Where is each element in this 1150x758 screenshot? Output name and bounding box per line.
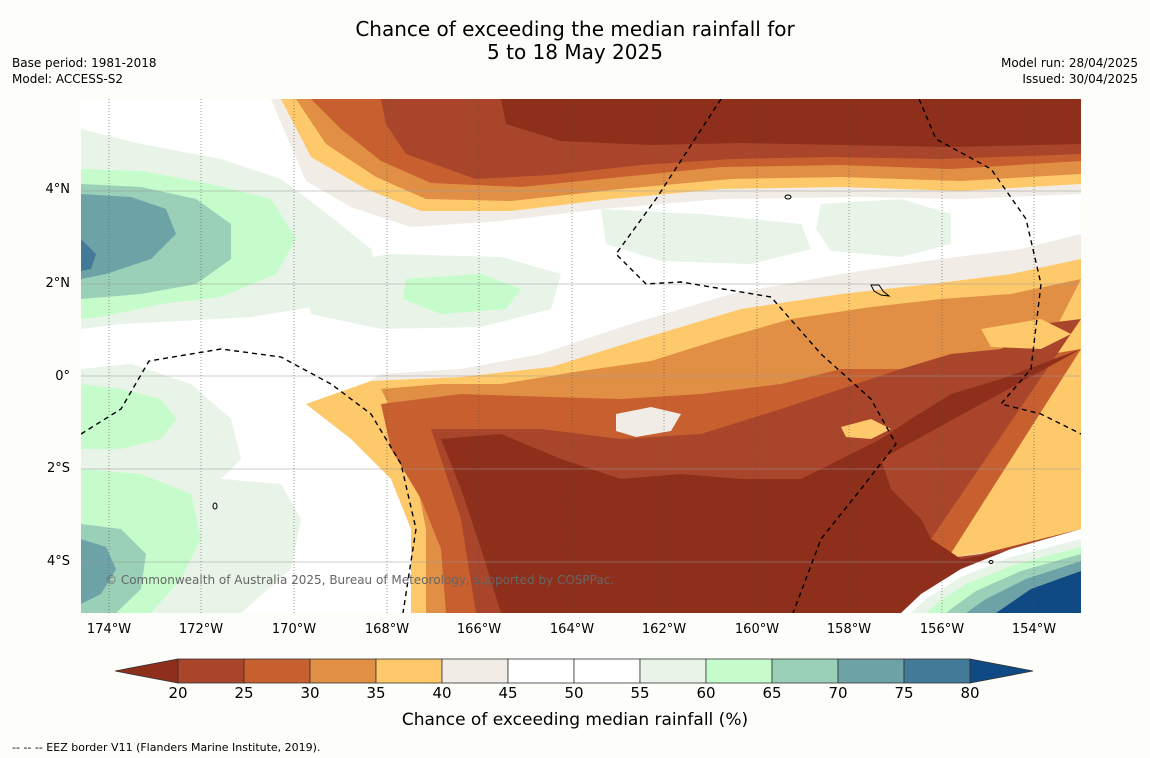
x-label-156w: 156°W	[919, 622, 965, 637]
wet-60-central	[601, 209, 811, 264]
y-label-2s: 2°S	[46, 461, 70, 476]
title-line-1: Chance of exceeding the median rainfall …	[355, 17, 795, 41]
colorbar-segment	[441, 658, 509, 684]
x-label-162w: 162°W	[641, 622, 687, 637]
y-label-0: 0°	[55, 369, 70, 384]
colorbar-segment	[309, 658, 377, 684]
colorbar-tick-label: 25	[234, 684, 254, 702]
colorbar-tick-label: 40	[432, 684, 452, 702]
colorbar	[114, 658, 1037, 688]
colorbar-label: Chance of exceeding median rainfall (%)	[401, 710, 749, 730]
dry-40-patch-northeast	[981, 319, 1071, 349]
colorbar-extend-high	[969, 658, 1034, 684]
colorbar-svg	[114, 658, 1034, 684]
colorbar-segment	[375, 658, 443, 684]
colorbar-tick-label: 75	[894, 684, 914, 702]
colorbar-segment	[507, 658, 575, 684]
colorbar-tick-label: 55	[630, 684, 650, 702]
rainfall-map	[81, 99, 1081, 613]
copyright-credit: © Commonwealth of Australia 2025, Bureau…	[105, 573, 615, 587]
colorbar-tick-label: 80	[960, 684, 980, 702]
wet-60-east	[816, 199, 951, 257]
model-name: Model: ACCESS-S2	[12, 72, 124, 86]
islands	[212, 194, 994, 564]
gridlines	[81, 190, 1081, 563]
x-label-166w: 166°W	[456, 622, 502, 637]
x-label-172w: 172°W	[178, 622, 224, 637]
colorbar-segment	[243, 658, 311, 684]
colorbar-tick-label: 20	[168, 684, 188, 702]
wet-80-northwest	[81, 239, 96, 271]
colorbar-tick-label: 65	[762, 684, 782, 702]
colorbar-tick-label: 60	[696, 684, 716, 702]
y-label-4s: 4°S	[46, 554, 70, 569]
eez-footnote: -- -- -- EEZ border V11 (Flanders Marine…	[12, 741, 321, 754]
dry-20	[441, 349, 1081, 613]
colorbar-segment	[177, 658, 245, 684]
meta-right: Model run: 28/04/2025 Issued: 30/04/2025	[1001, 55, 1138, 87]
wet-75-northwest	[81, 194, 176, 279]
y-label-2n: 2°N	[45, 276, 71, 291]
x-label-164w: 164°W	[549, 622, 595, 637]
colorbar-tick-label: 70	[828, 684, 848, 702]
colorbar-tick-label: 35	[366, 684, 386, 702]
colorbar-segment	[573, 658, 641, 684]
colorbar-tick-label: 30	[300, 684, 320, 702]
colorbar-segment	[837, 658, 905, 684]
colorbar-tick-label: 45	[498, 684, 518, 702]
meta-left: Base period: 1981-2018 Model: ACCESS-S2	[12, 55, 157, 87]
base-period: Base period: 1981-2018	[12, 56, 157, 70]
issued-date: Issued: 30/04/2025	[1022, 72, 1138, 86]
colorbar-tick-label: 50	[564, 684, 584, 702]
title-line-2: 5 to 18 May 2025	[487, 40, 663, 64]
map-svg	[81, 99, 1081, 613]
wet-80-southeast	[996, 571, 1081, 613]
colorbar-segment	[705, 658, 773, 684]
model-run: Model run: 28/04/2025	[1000, 56, 1138, 70]
colorbar-segment	[639, 658, 707, 684]
colorbar-segment	[903, 658, 971, 684]
dry-40-patch-east	[841, 419, 891, 439]
x-label-160w: 160°W	[734, 622, 780, 637]
x-label-154w: 154°W	[1011, 622, 1057, 637]
x-label-174w: 174°W	[86, 622, 132, 637]
colorbar-segment	[771, 658, 839, 684]
colorbar-extend-low	[114, 658, 179, 684]
map-title: Chance of exceeding the median rainfall …	[0, 18, 1150, 64]
y-label-4n: 4°N	[45, 182, 71, 197]
wet-75-southwest	[81, 539, 116, 604]
top-band-20	[501, 99, 1081, 147]
x-label-170w: 170°W	[271, 622, 317, 637]
x-label-168w: 168°W	[364, 622, 410, 637]
normal-patch-central	[616, 407, 681, 437]
eez-borders	[81, 99, 1081, 613]
x-label-158w: 158°W	[826, 622, 872, 637]
